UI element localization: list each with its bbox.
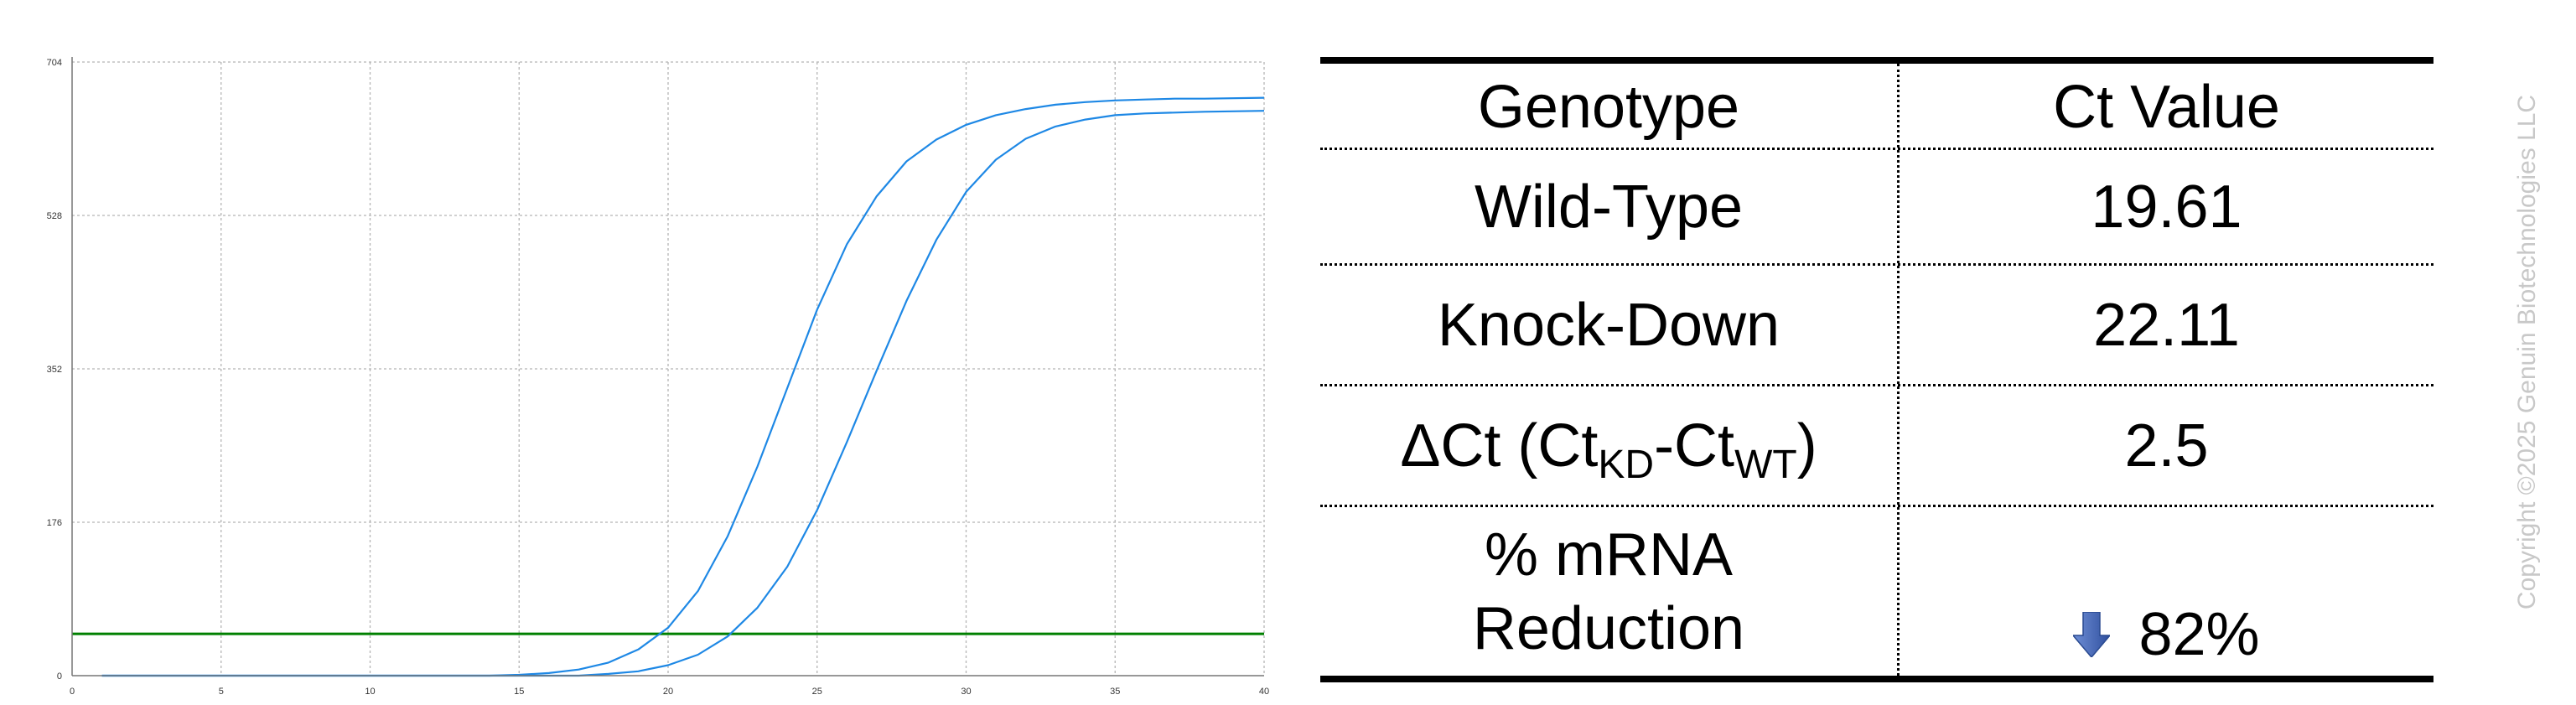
y-tick-label: 528	[47, 211, 62, 221]
x-tick-label: 20	[663, 687, 673, 697]
delta-sub-kd: KD	[1598, 442, 1655, 487]
header-genotype: Genotype	[1477, 74, 1740, 141]
row-wildtype-value: 19.61	[2091, 173, 2242, 241]
reduction-value: 82%	[2138, 601, 2260, 668]
header-ct-value: Ct Value	[2053, 74, 2280, 141]
y-tick-label: 0	[57, 671, 62, 682]
x-tick-label: 30	[961, 687, 971, 697]
down-arrow-icon	[2073, 612, 2111, 657]
amplification-curve-1	[101, 96, 1265, 677]
x-tick-label: 10	[365, 687, 375, 697]
amplification-curve-2	[101, 110, 1265, 677]
tick-labels: 0 5 10 15 20 25 30 35 40 0 176 352 528 704	[47, 58, 1269, 697]
delta-prefix: ΔCt (Ct	[1400, 412, 1599, 480]
row-delta-label: ΔCt (CtKD-CtWT)	[1320, 386, 1897, 505]
delta-close: )	[1796, 412, 1817, 480]
delta-dash: -Ct	[1654, 412, 1735, 480]
y-tick-label: 352	[47, 365, 62, 375]
table-row-divider	[1320, 263, 2433, 266]
x-tick-label: 15	[514, 687, 524, 697]
table-row-divider	[1320, 148, 2433, 150]
delta-sub-wt: WT	[1734, 442, 1797, 487]
reduction-label-line1: % mRNA	[1484, 521, 1733, 588]
x-tick-label: 40	[1259, 687, 1269, 697]
row-knockdown-value: 22.11	[2093, 291, 2240, 359]
x-tick-label: 35	[1110, 687, 1120, 697]
table-row-divider	[1320, 505, 2433, 507]
copyright-notice: Copyright ©2025 Genuin Biotechnologies L…	[2513, 94, 2541, 610]
x-tick-label: 25	[812, 687, 822, 697]
series-layer	[101, 96, 1265, 677]
table-top-border	[1320, 57, 2433, 64]
chart-axes	[71, 57, 1264, 676]
y-tick-label: 704	[47, 58, 62, 68]
x-tick-label: 5	[219, 687, 224, 697]
x-tick-label: 0	[70, 687, 75, 697]
row-reduction-label: % mRNA Reduction	[1320, 507, 1897, 676]
y-tick-label: 176	[47, 518, 62, 528]
row-delta-value: 2.5	[2124, 412, 2209, 480]
row-wildtype-label: Wild-Type	[1474, 173, 1744, 241]
reduction-label-line2: Reduction	[1472, 594, 1745, 662]
row-knockdown-label: Knock-Down	[1437, 291, 1780, 359]
table-bottom-border	[1320, 676, 2433, 682]
chart-grid	[72, 61, 1265, 676]
row-reduction-value: 82%	[1900, 594, 2433, 676]
table-row-divider	[1320, 384, 2433, 386]
table-column-divider	[1897, 64, 1900, 676]
qpcr-amplification-chart: 0 5 10 15 20 25 30 35 40 0 176 352 528 704	[47, 57, 1269, 697]
